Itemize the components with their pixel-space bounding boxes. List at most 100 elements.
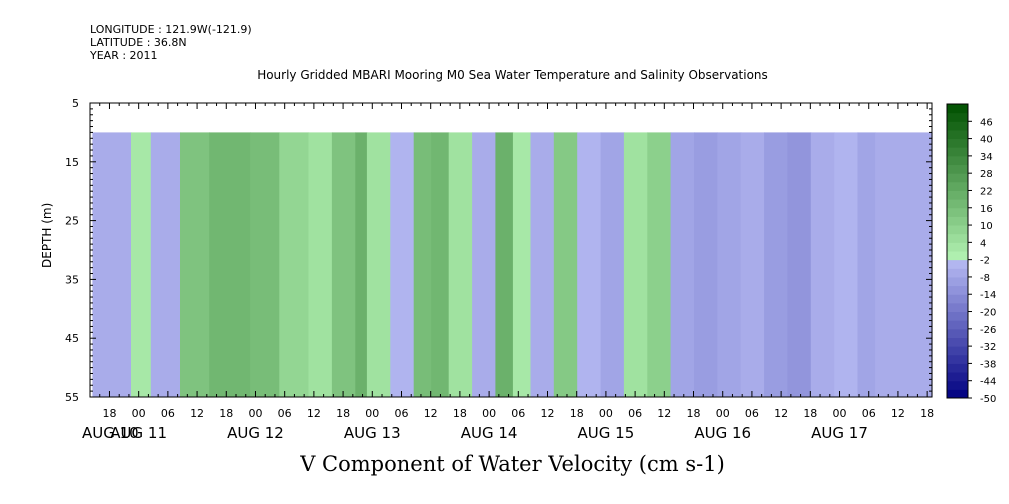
heatmap-cell bbox=[647, 132, 672, 397]
heatmap-cell bbox=[180, 132, 210, 397]
colorbar-band bbox=[947, 225, 968, 235]
x-day-label: AUG 15 bbox=[578, 424, 635, 442]
x-day-label: AUG 12 bbox=[227, 424, 284, 442]
y-tick-label: 45 bbox=[65, 332, 79, 345]
colorbar-label: -8 bbox=[980, 273, 990, 284]
colorbar-band bbox=[947, 207, 968, 217]
colorbar-label: -2 bbox=[980, 256, 990, 267]
y-tick-label: 35 bbox=[65, 273, 79, 286]
colorbar-label: -50 bbox=[980, 394, 996, 405]
heatmap-cell bbox=[694, 132, 718, 397]
colorbar-band bbox=[947, 164, 968, 174]
colorbar-frame bbox=[946, 103, 969, 399]
heatmap-cell bbox=[131, 132, 152, 397]
colorbar-band bbox=[947, 216, 968, 226]
colorbar-band bbox=[947, 294, 968, 304]
x-hour-label: 18 bbox=[803, 407, 817, 420]
x-hour-label: 12 bbox=[424, 407, 438, 420]
colorbar-label: -32 bbox=[980, 342, 996, 353]
colorbar-band bbox=[947, 285, 968, 295]
x-hour-label: 06 bbox=[745, 407, 759, 420]
colorbar-band bbox=[947, 112, 968, 122]
x-hour-label: 12 bbox=[307, 407, 321, 420]
colorbar-band bbox=[947, 138, 968, 148]
x-hour-label: 18 bbox=[570, 407, 584, 420]
heatmap-cell bbox=[810, 132, 835, 397]
x-day-label: AUG 11 bbox=[110, 424, 167, 442]
heatmap-cell bbox=[623, 132, 648, 397]
x-day-label: AUG 14 bbox=[461, 424, 518, 442]
colorbar-label: -20 bbox=[980, 308, 996, 319]
heatmap-cell bbox=[308, 132, 333, 397]
colorbar-band bbox=[947, 104, 968, 114]
x-hour-label: 12 bbox=[657, 407, 671, 420]
x-hour-label: 18 bbox=[102, 407, 116, 420]
x-hour-label: 00 bbox=[365, 407, 379, 420]
heatmap-cell bbox=[150, 132, 181, 397]
heatmap-cell bbox=[764, 132, 789, 397]
x-hour-label: 06 bbox=[278, 407, 292, 420]
colorbar-band bbox=[947, 354, 968, 364]
heatmap-cell bbox=[431, 132, 450, 397]
longitude-label: LONGITUDE : 121.9W(-121.9) bbox=[90, 23, 252, 36]
heatmap-cell bbox=[390, 132, 415, 397]
colorbar-band bbox=[947, 276, 968, 287]
heatmap-cell bbox=[670, 132, 695, 397]
x-day-label: AUG 17 bbox=[811, 424, 868, 442]
heatmap-cell bbox=[857, 132, 876, 397]
y-tick-label: 55 bbox=[65, 391, 79, 404]
heatmap-cell bbox=[787, 132, 812, 397]
colorbar-label: -14 bbox=[980, 290, 996, 301]
heatmap-cell bbox=[472, 132, 497, 397]
x-hour-label: 12 bbox=[541, 407, 555, 420]
heatmap-cell bbox=[512, 132, 531, 397]
colorbar-band bbox=[947, 337, 968, 347]
colorbar-label: -26 bbox=[980, 325, 996, 336]
x-hour-label: 00 bbox=[833, 407, 847, 420]
colorbar-band bbox=[947, 251, 968, 261]
colorbar-label: 28 bbox=[980, 169, 993, 180]
colorbar-band bbox=[947, 320, 968, 330]
heatmap-cell bbox=[355, 132, 368, 397]
heatmap-cell bbox=[717, 132, 742, 397]
colorbar-band bbox=[947, 311, 968, 321]
colorbar-band bbox=[947, 233, 968, 243]
heatmap-cell bbox=[553, 132, 578, 397]
heatmap-cell bbox=[875, 132, 933, 397]
y-tick-label: 25 bbox=[65, 215, 79, 228]
colorbar-band bbox=[947, 121, 968, 131]
colorbar-label: 46 bbox=[980, 117, 993, 128]
heatmap-cell bbox=[279, 132, 310, 397]
x-day-label: AUG 13 bbox=[344, 424, 401, 442]
y-tick-label: 5 bbox=[72, 97, 79, 110]
colorbar-band bbox=[947, 173, 968, 183]
colorbar-band bbox=[947, 346, 968, 356]
colorbar-label: 34 bbox=[980, 152, 993, 163]
x-hour-label: 06 bbox=[862, 407, 876, 420]
heatmap-cell bbox=[209, 132, 251, 397]
colorbar-label: 16 bbox=[980, 204, 993, 215]
colorbar-band bbox=[947, 181, 968, 191]
colorbar-band bbox=[947, 242, 968, 252]
heatmap-cell bbox=[834, 132, 859, 397]
x-hour-label: 00 bbox=[482, 407, 496, 420]
colorbar-band bbox=[947, 259, 968, 269]
colorbar: -50 -44 -38 -32 -26 -20 -14 -8 -2 4 10 16 22 28 34 40 46 bbox=[946, 103, 996, 405]
x-hour-label: 18 bbox=[219, 407, 233, 420]
x-hour-label: 12 bbox=[891, 407, 905, 420]
heatmap-cell bbox=[413, 132, 432, 397]
colorbar-band bbox=[947, 147, 968, 157]
x-hour-label: 00 bbox=[716, 407, 730, 420]
heatmap-cell bbox=[331, 132, 356, 397]
x-hour-label: 00 bbox=[248, 407, 262, 420]
colorbar-band bbox=[947, 190, 968, 200]
colorbar-band bbox=[947, 363, 968, 373]
colorbar-band bbox=[947, 199, 968, 209]
colorbar-label: 40 bbox=[980, 135, 993, 146]
colorbar-label: -38 bbox=[980, 359, 996, 370]
x-hour-label: 06 bbox=[511, 407, 525, 420]
chart-title-text: Hourly Gridded MBARI Mooring M0 Sea Wate… bbox=[257, 68, 768, 82]
colorbar-label: -44 bbox=[980, 377, 996, 388]
year-label: YEAR : 2011 bbox=[90, 49, 158, 62]
x-day-label: AUG 16 bbox=[694, 424, 751, 442]
